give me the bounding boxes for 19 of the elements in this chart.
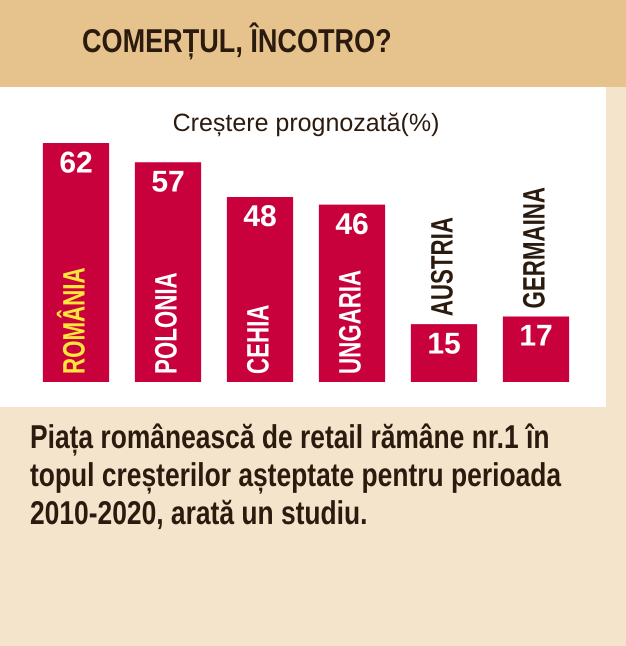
data-label: 57 — [151, 166, 185, 199]
bar — [134, 162, 202, 382]
data-label: 62 — [59, 146, 93, 180]
data-label: 15 — [427, 327, 461, 360]
data-label: 48 — [243, 200, 277, 234]
chart-subtitle: Creștere prognozată(%) — [172, 109, 440, 137]
data-label: 17 — [519, 320, 553, 353]
data-label: 46 — [335, 208, 369, 241]
x-tick-label: AUSTRIA — [425, 217, 460, 316]
bar — [410, 324, 478, 382]
x-tick-label: UNGARIA — [333, 270, 368, 374]
chart-title: COMERȚUL, ÎNCOTRO? — [82, 22, 392, 60]
x-tick-label: ROMÂNIA — [56, 267, 92, 374]
x-tick-label: GERMAINA — [517, 186, 552, 308]
x-tick-label: POLONIA — [149, 272, 184, 374]
bar — [226, 196, 294, 382]
text: Piața românească de retail rămâne nr.1 în topul creșterilor așteptate pentru perioada 2010-2020, arată un studiu. — [30, 418, 562, 532]
bar — [502, 316, 570, 382]
x-tick-label: CEHIA — [241, 304, 276, 374]
